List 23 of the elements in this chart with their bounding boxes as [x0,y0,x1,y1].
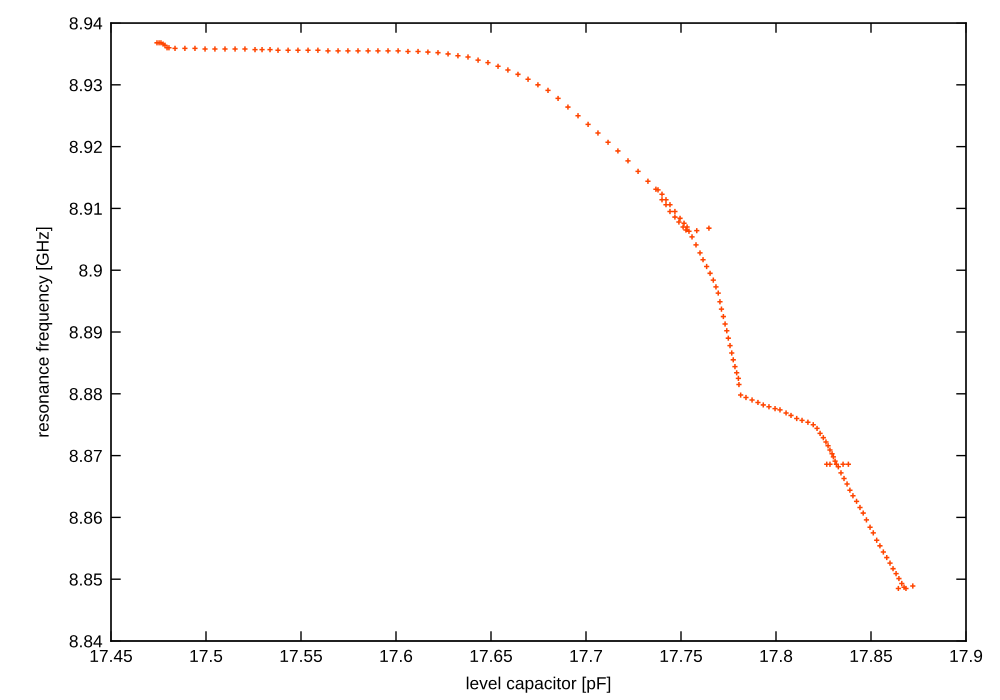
y-tick-label: 8.87 [70,450,102,462]
y-tick-label: 8.84 [70,635,102,648]
y-tick-label: 8.9 [79,264,102,277]
x-tick-label: 17.65 [470,650,512,662]
y-tick-label: 8.94 [70,17,102,30]
x-tick-label: 17.45 [90,650,132,662]
y-tick-label: 8.88 [70,388,102,400]
x-tick-label: 17.5 [190,650,222,662]
y-tick-label: 8.91 [70,202,102,215]
x-tick-label: 17.85 [850,650,892,662]
x-axis-title: level capacitor [pF] [466,676,610,693]
y-tick-label: 8.86 [70,512,102,524]
x-tick-label: 17.75 [660,650,702,662]
x-tick-label: 17.7 [570,650,602,662]
x-tick-label: 17.55 [280,650,322,662]
x-tick-label: 17.6 [380,650,412,662]
y-axis-title: resonance frequency [GHz] [36,228,52,437]
x-tick-label: 17.8 [760,650,792,662]
y-tick-label: 8.89 [70,326,102,338]
y-tick-label: 8.85 [70,573,102,586]
y-tick-label: 8.93 [70,78,102,92]
y-tick-label: 8.92 [70,140,102,154]
x-tick-label: 17.9 [950,650,982,662]
